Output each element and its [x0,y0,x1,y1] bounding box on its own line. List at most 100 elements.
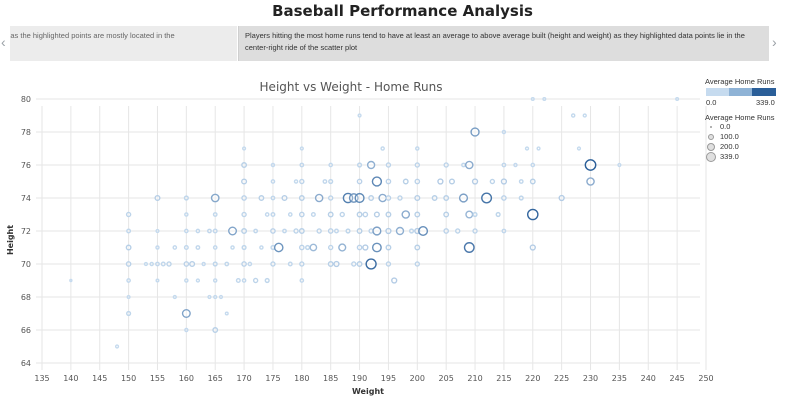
scatter-point[interactable] [414,162,421,168]
scatter-point[interactable] [299,261,305,267]
scatter-point[interactable] [455,228,461,234]
scatter-point[interactable] [212,261,218,267]
scatter-point[interactable] [212,245,218,250]
scatter-point[interactable] [282,228,287,234]
scatter-point[interactable] [213,294,218,300]
scatter-point[interactable] [155,245,160,250]
scatter-point[interactable] [270,261,276,267]
scatter-point[interactable] [371,176,383,187]
scatter-point[interactable] [391,277,398,284]
scatter-point[interactable] [241,162,248,168]
scatter-point[interactable] [316,228,322,234]
scatter-point[interactable] [333,260,340,268]
scatter-point[interactable] [184,327,189,333]
scatter-point[interactable] [529,244,536,251]
chevron-right-icon[interactable]: › [772,34,777,50]
scatter-point[interactable] [298,228,305,234]
scatter-point[interactable] [385,261,392,267]
scatter-point[interactable] [126,228,132,234]
scatter-point[interactable] [172,245,178,250]
scatter-point[interactable] [210,193,220,203]
scatter-point[interactable] [437,178,444,185]
scatter-point[interactable] [183,195,189,201]
scatter-point[interactable] [327,211,334,218]
scatter-point[interactable] [328,162,334,168]
scatter-point[interactable] [385,162,392,168]
scatter-point[interactable] [166,261,172,267]
scatter-point[interactable] [126,278,131,283]
scatter-point[interactable] [314,193,324,203]
scatter-point[interactable] [270,212,276,217]
scatter-point[interactable] [270,228,276,234]
scatter-point[interactable] [586,177,595,186]
scatter-point[interactable] [356,261,363,267]
scatter-point[interactable] [385,227,392,235]
scatter-point[interactable] [395,226,405,236]
scatter-point[interactable] [195,278,201,283]
scatter-point[interactable] [357,113,362,118]
scatter-point[interactable] [270,195,276,201]
scatter-point[interactable] [218,294,224,300]
scatter-point[interactable] [408,228,415,234]
scatter-point[interactable] [362,244,369,251]
scatter-point[interactable] [310,212,316,217]
scatter-point[interactable] [287,212,293,217]
scatter-point[interactable] [418,225,429,237]
scatter-point[interactable] [155,228,160,234]
scatter-point[interactable] [500,178,508,185]
scatter-point[interactable] [448,178,455,185]
scatter-point[interactable] [298,195,305,201]
scatter-point[interactable] [472,211,478,218]
scatter-point[interactable] [143,261,149,267]
scatter-point[interactable] [207,294,212,300]
scatter-point[interactable] [241,178,248,185]
scatter-point[interactable] [529,178,536,185]
scatter-point[interactable] [327,228,334,234]
scatter-point[interactable] [471,178,479,185]
scatter-point[interactable] [281,194,288,202]
scatter-point[interactable] [501,195,507,201]
scatter-point[interactable] [470,127,480,137]
scatter-point[interactable] [126,310,132,317]
scatter-point[interactable] [356,244,363,251]
scatter-point[interactable] [327,195,334,201]
story-point-previous[interactable]: distribution as the highlighted points a… [10,26,237,61]
scatter-point[interactable] [513,162,518,168]
scatter-point[interactable] [576,146,582,151]
scatter-point[interactable] [443,195,450,201]
scatter-point[interactable] [542,96,547,102]
scatter-point[interactable] [518,195,524,201]
scatter-point[interactable] [380,146,385,151]
scatter-point[interactable] [155,261,160,267]
scatter-point[interactable] [385,244,392,251]
scatter-point[interactable] [195,228,201,234]
scatter-point[interactable] [351,261,357,267]
scatter-point[interactable] [414,211,421,218]
scatter-point[interactable] [201,261,206,267]
scatter-point[interactable] [345,228,351,234]
scatter-point[interactable] [184,228,189,234]
scatter-point[interactable] [270,179,276,184]
scatter-point[interactable] [293,228,299,234]
scatter-point[interactable] [443,228,450,234]
scatter-point[interactable] [154,194,161,202]
scatter-point[interactable] [258,195,265,201]
scatter-point[interactable] [252,277,259,284]
scatter-point[interactable] [181,309,191,318]
scatter-point[interactable] [415,146,420,151]
scatter-point[interactable] [309,243,318,252]
scatter-point[interactable] [501,162,507,168]
scatter-point[interactable] [372,226,382,236]
scatter-point[interactable] [264,212,270,217]
scatter-point[interactable] [114,344,120,349]
scatter-point[interactable] [385,195,392,201]
scatter-point[interactable] [247,261,253,267]
scatter-point[interactable] [354,192,365,204]
scatter-point[interactable] [371,242,382,253]
scatter-point[interactable] [401,210,411,219]
scatter-point[interactable] [527,208,539,221]
scatter-point[interactable] [524,146,530,151]
scatter-point[interactable] [356,228,363,234]
scatter-point[interactable] [397,195,403,201]
scatter-point[interactable] [584,159,597,171]
